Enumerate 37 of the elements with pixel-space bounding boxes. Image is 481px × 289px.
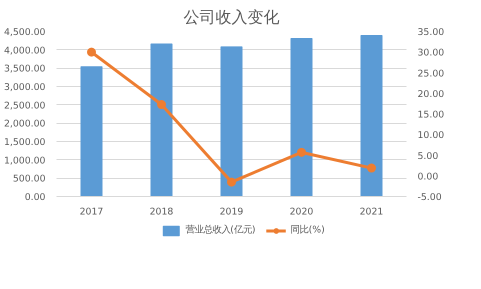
- y-tick-label: 3,500.00: [4, 64, 46, 75]
- x-tick-label: 2020: [290, 206, 314, 218]
- x-tick-label: 2018: [150, 206, 174, 218]
- y-tick-label: 3,000.00: [4, 82, 46, 93]
- bar: [290, 38, 312, 196]
- y-tick-label: 4,500.00: [4, 27, 46, 38]
- y2-tick-label: -5.00: [418, 192, 442, 203]
- point: [87, 48, 96, 57]
- y2-tick-label: 35.00: [418, 27, 444, 38]
- y-tick-label: 2,500.00: [4, 100, 46, 112]
- legend-label: 营业总收入(亿元): [185, 224, 256, 236]
- y-tick-label: 1,000.00: [4, 155, 46, 166]
- y-tick-label: 4,000.00: [4, 45, 46, 56]
- point: [297, 148, 306, 157]
- x-tick-label: 2021: [360, 206, 384, 218]
- legend-label: 同比(%): [290, 224, 325, 236]
- x-tick-label: 2017: [80, 206, 104, 218]
- y2-tick-label: 30.00: [418, 48, 444, 59]
- y2-tick-label: 20.00: [418, 88, 444, 100]
- y-tick-label: 0.00: [24, 192, 46, 203]
- x-tick-label: 2019: [220, 206, 244, 218]
- bar: [80, 66, 102, 196]
- y2-tick-label: 5.00: [418, 150, 438, 162]
- bar: [150, 43, 172, 196]
- point: [157, 100, 166, 110]
- bar: [360, 35, 382, 196]
- y-tick-label: 1,500.00: [4, 137, 46, 148]
- y2-tick-label: 25.00: [418, 68, 444, 80]
- point: [227, 178, 236, 187]
- y2-tick-label: 10.00: [418, 130, 444, 142]
- point: [367, 164, 376, 173]
- y-tick-label: 500.00: [12, 174, 46, 185]
- y-tick-label: 2,000.00: [4, 118, 46, 130]
- bar: [220, 46, 242, 196]
- y2-tick-label: 15.00: [418, 110, 444, 120]
- chart-title: 公司收入变化: [184, 8, 280, 26]
- y2-tick-label: 0.00: [418, 171, 438, 182]
